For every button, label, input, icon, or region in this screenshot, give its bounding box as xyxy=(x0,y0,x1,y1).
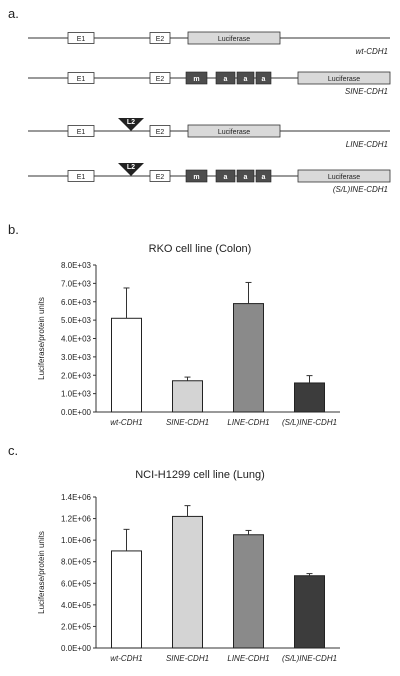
exon1-box xyxy=(67,72,95,84)
y-tick-label: 4.0E+05 xyxy=(61,601,92,610)
construct-diagram: E1 E2 Luciferase wt-CDH1 E1 E2 m a a a Luciferase S… xyxy=(28,31,391,194)
panel-b-label: b. xyxy=(8,222,19,237)
exon1-box xyxy=(67,32,95,44)
y-tick-label: 1.0E+06 xyxy=(61,536,92,545)
luciferase-box xyxy=(297,169,391,183)
repeat-box xyxy=(185,71,208,85)
exon1-label: E1 xyxy=(77,76,86,83)
y-tick-label: 2.0E+03 xyxy=(61,371,92,380)
bar xyxy=(294,382,325,413)
l2-insert-label: L2 xyxy=(127,164,135,171)
exon1-box xyxy=(67,170,95,182)
category-label: LINE-CDH1 xyxy=(227,418,269,427)
construct-name: (S/L)INE-CDH1 xyxy=(333,185,388,194)
y-axis-title: Luciferase/protein units xyxy=(37,531,46,614)
chart-c: 0.0E+00 2.0E+05 4.0E+05 6.0E+05 8.0E+05 1.0E+… xyxy=(37,493,340,663)
exon2-box xyxy=(149,72,171,84)
bar xyxy=(233,303,264,413)
repeat-box xyxy=(255,71,272,85)
y-axis-title: Luciferase/protein units xyxy=(37,297,46,380)
repeat-box xyxy=(236,169,255,183)
bar xyxy=(111,550,142,649)
bar xyxy=(172,515,203,649)
category-label: wt-CDH1 xyxy=(110,654,142,663)
exon1-box xyxy=(67,125,95,137)
construct-row: E1 L2 E2 Luciferase LINE-CDH1 xyxy=(28,118,390,149)
panel-c-label: c. xyxy=(8,443,18,458)
exon2-label: E2 xyxy=(156,76,165,83)
exon2-label: E2 xyxy=(156,36,165,43)
category-label: (S/L)INE-CDH1 xyxy=(282,654,337,663)
repeat-label: m xyxy=(193,76,199,83)
exon2-label: E2 xyxy=(156,174,165,181)
construct-name: wt-CDH1 xyxy=(356,47,388,56)
chart-b: 0.0E+00 1.0E+03 2.0E+03 3.0E+03 4.0E+03 5.0E+… xyxy=(37,261,340,427)
repeat-box xyxy=(255,169,272,183)
y-tick-label: 8.0E+03 xyxy=(61,261,92,270)
luciferase-box xyxy=(297,71,391,85)
exon2-label: E2 xyxy=(156,129,165,136)
luciferase-label: Luciferase xyxy=(328,76,360,83)
repeat-label: a xyxy=(244,174,248,181)
exon2-box xyxy=(149,170,171,182)
y-tick-label: 1.0E+03 xyxy=(61,390,92,399)
y-tick-label: 1.4E+06 xyxy=(61,493,92,502)
l2-insert-triangle xyxy=(118,163,144,176)
y-tick-label: 0.0E+00 xyxy=(61,644,92,653)
chart-c-title: NCI-H1299 cell line (Lung) xyxy=(135,469,265,481)
construct-row: E1 E2 m a a a Luciferase SINE-CDH1 xyxy=(28,71,391,96)
repeat-label: a xyxy=(224,76,228,83)
exon1-label: E1 xyxy=(77,174,86,181)
repeat-box xyxy=(215,71,236,85)
luciferase-box xyxy=(187,124,281,138)
repeat-label: a xyxy=(262,174,266,181)
construct-row: E1 L2 E2 m a a a Luciferase (S/L)INE-CDH1 xyxy=(28,163,391,194)
y-tick-label: 2.0E+05 xyxy=(61,622,92,631)
exon2-box xyxy=(149,125,171,137)
category-label: (S/L)INE-CDH1 xyxy=(282,418,337,427)
y-tick-label: 6.0E+05 xyxy=(61,579,92,588)
y-tick-label: 3.0E+03 xyxy=(61,353,92,362)
y-tick-label: 1.2E+06 xyxy=(61,515,92,524)
repeat-label: m xyxy=(193,174,199,181)
l2-insert-label: L2 xyxy=(127,119,135,126)
luciferase-label: Luciferase xyxy=(328,174,360,181)
repeat-label: a xyxy=(224,174,228,181)
luciferase-label: Luciferase xyxy=(218,36,250,43)
repeat-box xyxy=(185,169,208,183)
bar xyxy=(294,575,325,649)
bar xyxy=(111,317,142,413)
luciferase-box xyxy=(187,31,281,45)
y-tick-label: 8.0E+05 xyxy=(61,558,92,567)
y-tick-label: 5.0E+03 xyxy=(61,316,92,325)
y-tick-label: 4.0E+03 xyxy=(61,335,92,344)
bar xyxy=(172,380,203,413)
construct-name: SINE-CDH1 xyxy=(345,87,388,96)
repeat-label: a xyxy=(262,76,266,83)
category-label: wt-CDH1 xyxy=(110,418,142,427)
y-tick-label: 0.0E+00 xyxy=(61,408,92,417)
category-label: SINE-CDH1 xyxy=(166,654,209,663)
luciferase-label: Luciferase xyxy=(218,129,250,136)
y-tick-label: 7.0E+03 xyxy=(61,279,92,288)
repeat-box xyxy=(215,169,236,183)
l2-insert-triangle xyxy=(118,118,144,131)
category-label: LINE-CDH1 xyxy=(227,654,269,663)
chart-b-title: RKO cell line (Colon) xyxy=(149,243,252,255)
exon1-label: E1 xyxy=(77,36,86,43)
construct-row: E1 E2 Luciferase wt-CDH1 xyxy=(28,31,390,56)
construct-name: LINE-CDH1 xyxy=(346,140,388,149)
panel-a-label: a. xyxy=(8,6,19,21)
repeat-box xyxy=(236,71,255,85)
repeat-label: a xyxy=(244,76,248,83)
y-tick-label: 6.0E+03 xyxy=(61,298,92,307)
category-label: SINE-CDH1 xyxy=(166,418,209,427)
exon1-label: E1 xyxy=(77,129,86,136)
bar xyxy=(233,534,264,649)
exon2-box xyxy=(149,32,171,44)
